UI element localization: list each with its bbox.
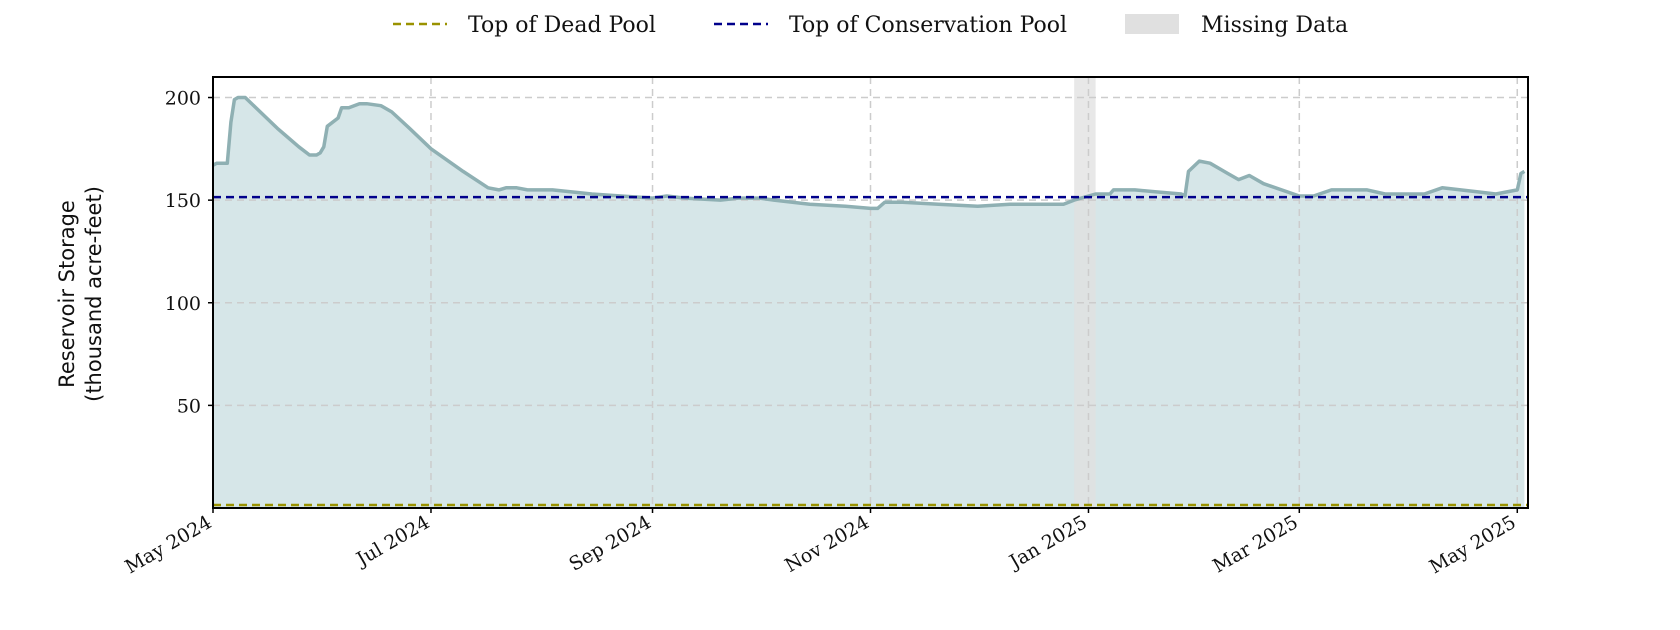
- x-tick-label: Jul 2024: [351, 511, 433, 571]
- x-tick-label: Nov 2024: [781, 511, 873, 577]
- legend: Top of Dead Pool Top of Conservation Poo…: [393, 13, 1348, 38]
- legend-item-dead-pool: Top of Dead Pool: [393, 13, 656, 38]
- x-tick-label: Sep 2024: [565, 511, 655, 575]
- y-axis-title-line-1: Reservoir Storage: [55, 200, 79, 388]
- y-axis-title-line-2: (thousand acre-feet): [82, 186, 106, 402]
- storage-line: [212, 95, 1526, 211]
- legend-label-dead-pool: Top of Dead Pool: [468, 13, 656, 38]
- legend-label-missing-data: Missing Data: [1201, 13, 1348, 38]
- x-tick-label: Mar 2025: [1209, 511, 1302, 577]
- y-tick-label: 150: [165, 190, 201, 212]
- x-tick-label: Jan 2025: [1004, 511, 1091, 574]
- x-tick-label: May 2025: [1426, 511, 1520, 578]
- legend-label-conservation-pool: Top of Conservation Pool: [789, 13, 1067, 38]
- missing-data-band: [1074, 77, 1096, 508]
- legend-item-conservation-pool: Top of Conservation Pool: [714, 13, 1067, 38]
- plot-area: [212, 77, 1528, 508]
- legend-item-missing-data: Missing Data: [1125, 13, 1348, 38]
- x-tick-label: May 2024: [121, 511, 215, 578]
- y-tick-label: 50: [177, 395, 201, 417]
- y-tick-label: 100: [165, 293, 201, 315]
- y-tick-label: 200: [165, 88, 201, 110]
- legend-swatch-missing-data: [1125, 14, 1179, 34]
